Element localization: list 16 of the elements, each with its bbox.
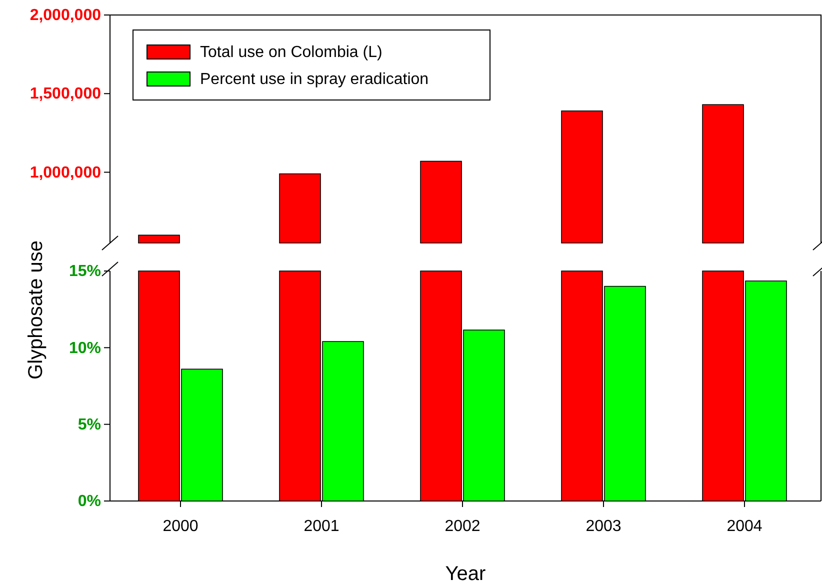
x-tick-label: 2000	[162, 518, 198, 535]
y-axis-title: Glyphosate use	[25, 240, 47, 380]
x-axis-title: Year	[445, 563, 486, 585]
x-tick-label: 2004	[726, 518, 762, 535]
y-tick-label: 15%	[68, 263, 101, 280]
x-tick-label: 2001	[304, 518, 340, 535]
y-tick-label: 10%	[68, 340, 101, 357]
legend-label: Percent use in spray eradication	[200, 71, 429, 88]
y-tick-label: 0%	[78, 493, 101, 510]
x-tick-label: 2002	[444, 518, 480, 535]
y-tick-label: 5%	[78, 416, 101, 434]
y-tick-label: 1,500,000	[30, 86, 102, 103]
x-tick-label: 2003	[586, 518, 622, 535]
y-tick-label: 2,000,000	[30, 7, 102, 24]
legend-label: Total use on Colombia (L)	[200, 44, 382, 61]
y-tick-label: 1,000,000	[30, 164, 102, 182]
